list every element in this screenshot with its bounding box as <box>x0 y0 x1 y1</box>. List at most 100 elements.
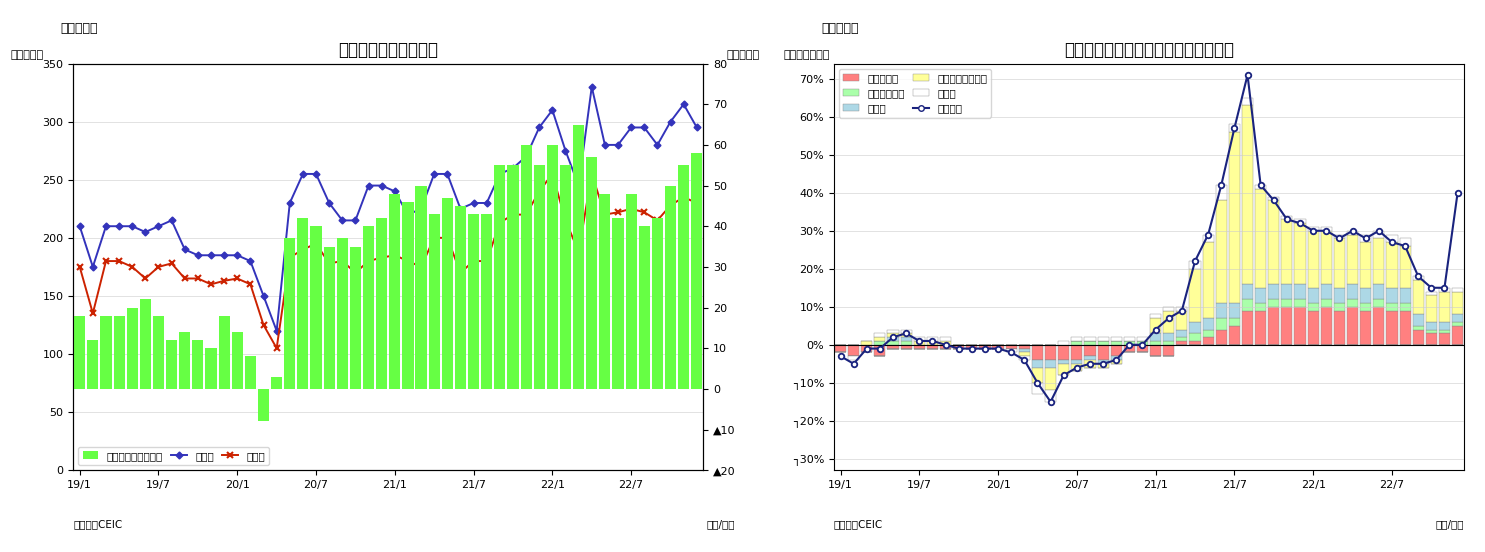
Bar <box>875 341 885 345</box>
Bar <box>1138 337 1148 341</box>
輸出合計 <box>1187 258 1204 264</box>
Bar <box>1295 307 1305 345</box>
Bar <box>835 345 846 352</box>
Bar <box>1452 315 1463 322</box>
Bar <box>980 345 990 348</box>
Bar <box>468 214 480 389</box>
Bar <box>1320 284 1332 299</box>
Bar <box>1097 364 1109 368</box>
Bar <box>900 345 912 348</box>
Bar <box>389 194 401 389</box>
Bar <box>1255 311 1267 345</box>
Bar <box>1084 345 1096 356</box>
Bar <box>1387 288 1397 303</box>
Bar <box>1412 326 1424 330</box>
Bar <box>1374 307 1384 345</box>
輸出合計 <box>1449 189 1467 196</box>
Bar <box>1255 288 1267 303</box>
Bar <box>1059 364 1069 375</box>
Bar <box>1005 345 1017 348</box>
Bar <box>1189 269 1200 322</box>
Bar <box>927 341 939 345</box>
Bar <box>1439 288 1449 291</box>
Bar <box>1387 242 1397 288</box>
Bar <box>258 389 269 421</box>
Bar <box>1320 227 1332 231</box>
Bar <box>1334 288 1345 303</box>
Bar <box>848 345 860 356</box>
Bar <box>1282 307 1292 345</box>
Title: マレーシア　貿易収支: マレーシア 貿易収支 <box>339 41 438 59</box>
Bar <box>284 238 296 389</box>
Bar <box>900 337 912 341</box>
輸出合計 <box>832 353 849 359</box>
輸出合計 <box>1133 342 1151 348</box>
Bar <box>1399 238 1411 246</box>
Bar <box>1268 200 1280 284</box>
Bar <box>1059 360 1069 364</box>
輸出合計 <box>845 360 863 367</box>
Bar <box>1176 311 1188 330</box>
Bar <box>1149 318 1161 333</box>
Bar <box>1097 337 1109 341</box>
輸出合計 <box>950 345 968 352</box>
Bar <box>913 345 925 348</box>
Bar <box>1295 219 1305 223</box>
Bar <box>1426 295 1437 322</box>
Bar <box>1138 345 1148 352</box>
Bar <box>600 194 610 389</box>
Bar <box>1308 227 1319 231</box>
輸出合計 <box>910 338 928 344</box>
Bar <box>1320 307 1332 345</box>
Bar <box>1163 341 1175 345</box>
Bar <box>153 316 163 389</box>
Bar <box>1439 291 1449 322</box>
Bar <box>1189 333 1200 341</box>
Title: マレーシア　輸出の伸び率（品目別）: マレーシア 輸出の伸び率（品目別） <box>1065 41 1234 59</box>
輸出合計 <box>1029 379 1047 386</box>
Bar <box>1084 356 1096 360</box>
Bar <box>1241 105 1253 284</box>
Bar <box>1071 337 1083 341</box>
Bar <box>1138 341 1148 345</box>
Bar <box>913 337 925 341</box>
Bar <box>1203 242 1213 318</box>
Bar <box>1163 307 1175 311</box>
輸出合計 <box>1265 197 1283 204</box>
Bar <box>1412 280 1424 315</box>
Text: （億ドル）: （億ドル） <box>728 50 760 60</box>
輸出合計 <box>1094 360 1112 367</box>
Bar <box>1360 235 1371 242</box>
輸出合計 <box>1173 307 1191 314</box>
Bar <box>192 340 203 389</box>
Bar <box>1268 307 1280 345</box>
Bar <box>1399 311 1411 345</box>
Bar <box>1347 307 1359 345</box>
Bar <box>612 218 624 389</box>
Bar <box>665 185 676 389</box>
Bar <box>1282 284 1292 299</box>
Bar <box>1019 352 1031 356</box>
輸出合計 <box>1238 72 1256 78</box>
Text: （資料）CEIC: （資料）CEIC <box>835 519 884 529</box>
Bar <box>376 218 388 389</box>
Bar <box>848 356 860 360</box>
輸出合計 <box>1121 342 1139 348</box>
Bar <box>1320 299 1332 307</box>
Bar <box>1111 345 1121 356</box>
Bar <box>1320 231 1332 284</box>
Bar <box>940 345 950 348</box>
Bar <box>1097 341 1109 345</box>
Bar <box>1452 326 1463 345</box>
Bar <box>1149 315 1161 318</box>
Bar <box>1111 341 1121 345</box>
Bar <box>1071 360 1083 364</box>
輸出合計 <box>1041 399 1059 405</box>
Bar <box>1176 307 1188 311</box>
輸出合計 <box>1317 227 1335 234</box>
Bar <box>337 238 347 389</box>
Bar <box>940 341 950 345</box>
Bar <box>1308 303 1319 311</box>
Bar <box>1412 315 1424 326</box>
Bar <box>1149 333 1161 341</box>
